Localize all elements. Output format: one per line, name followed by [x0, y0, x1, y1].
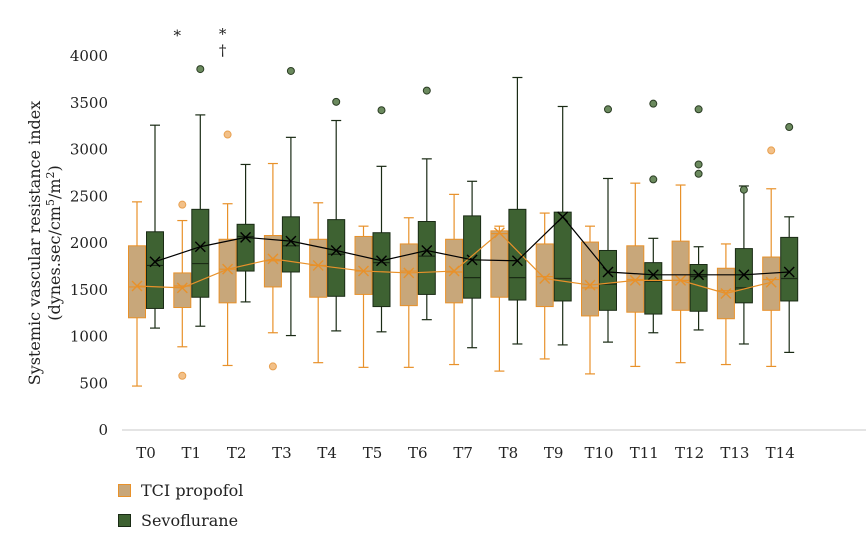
- box-sevoflurane-t7: [463, 215, 482, 299]
- outlier-sevoflurane-t12-0: [694, 105, 703, 114]
- outlier-sevoflurane-t12-1: [694, 160, 703, 169]
- box-tci-propofol-t2: [218, 238, 237, 304]
- box-tci-propofol-t4: [309, 238, 328, 298]
- y-axis-label-line2: (dynes.sec/cm5/m2): [44, 165, 65, 321]
- box-sevoflurane-t9: [553, 211, 572, 302]
- legend-label-tci-propofol: TCI propofol: [141, 481, 244, 500]
- legend-item-sevoflurane: Sevoflurane: [118, 511, 238, 530]
- mean-lines: [136, 215, 790, 295]
- box-tci-propofol-t1: [173, 272, 192, 309]
- outlier-sevoflurane-t13-0: [739, 185, 748, 194]
- x-tick-label-t8: T8: [499, 444, 519, 462]
- y-axis-label: Systemic vascular resistance index (dyne…: [25, 101, 64, 386]
- box-sevoflurane-t6: [417, 220, 436, 295]
- outlier-sevoflurane-t1-0: [196, 65, 205, 74]
- outlier-sevoflurane-t11-0: [649, 99, 658, 108]
- x-tick-label-t6: T6: [408, 444, 428, 462]
- annotation-t1-0: *: [174, 27, 182, 45]
- x-tick-label-t12: T12: [675, 444, 704, 462]
- outlier-sevoflurane-t5-0: [377, 106, 386, 115]
- box-sevoflurane-t5: [372, 232, 391, 308]
- x-tick-label-t0: T0: [136, 444, 156, 462]
- y-tick-label-2500: 2500: [70, 187, 108, 205]
- y-tick-label-500: 500: [79, 374, 108, 392]
- legend-label-sevoflurane: Sevoflurane: [141, 511, 239, 530]
- mean-line-sevoflurane: [154, 215, 790, 276]
- x-tick-label-t7: T7: [453, 444, 473, 462]
- box-sevoflurane-t10: [599, 249, 617, 311]
- outlier-tci-propofol-t2-0: [223, 130, 232, 139]
- x-tick-labels: T0 T1 T2 T3 T4 T5 T6 T7 T8 T9 T10 T11 T12 T13 T14: [136, 444, 795, 462]
- y-tick-label-1500: 1500: [70, 281, 108, 299]
- outlier-sevoflurane-t14-0: [785, 123, 794, 132]
- y-tick-label-0: 0: [98, 421, 108, 439]
- outlier-tci-propofol-t1-1: [178, 371, 187, 380]
- box-tci-propofol-t6: [399, 243, 418, 307]
- y-tick-label-3500: 3500: [70, 94, 108, 112]
- box-tci-propofol-t8: [490, 230, 509, 298]
- x-tick-label-t4: T4: [317, 444, 337, 462]
- mean-line-tci-propofol: [136, 231, 772, 295]
- y-tick-label-2000: 2000: [70, 234, 108, 252]
- box-tci-propofol-t0: [128, 245, 146, 319]
- annotations: * *†: [174, 25, 227, 60]
- outlier-tci-propofol-t14-0: [767, 146, 776, 155]
- x-tick-label-t11: T11: [630, 444, 659, 462]
- box-sevoflurane-t0: [146, 231, 164, 309]
- x-tick-label-t10: T10: [584, 444, 613, 462]
- outlier-sevoflurane-t3-0: [286, 66, 295, 75]
- annotation-t2-1: *: [219, 25, 227, 43]
- outlier-sevoflurane-t10-0: [604, 105, 612, 114]
- box-tci-propofol-t9: [535, 243, 554, 308]
- boxes: [128, 65, 799, 387]
- outlier-sevoflurane-t4-0: [332, 97, 341, 106]
- box-tci-propofol-t14: [762, 256, 781, 311]
- box-sevoflurane-t11: [644, 262, 663, 315]
- box-tci-propofol-t10: [581, 241, 599, 317]
- outlier-tci-propofol-t1-0: [178, 200, 187, 209]
- y-tick-label-1000: 1000: [70, 328, 108, 346]
- y-tick-labels: 0 500 1000 1500 2000 2500 3000 3500 4000: [70, 47, 108, 439]
- box-sevoflurane-t14: [780, 236, 799, 302]
- x-tick-label-t9: T9: [544, 444, 564, 462]
- outlier-sevoflurane-t12-2: [694, 169, 703, 178]
- legend-item-tci-propofol: TCI propofol: [118, 481, 243, 500]
- annotation-t2-2: †: [219, 42, 227, 60]
- outlier-sevoflurane-t11-1: [649, 175, 658, 184]
- x-tick-label-t3: T3: [272, 444, 292, 462]
- x-tick-label-t2: T2: [227, 444, 247, 462]
- outlier-sevoflurane-t6-0: [422, 86, 431, 95]
- box-sevoflurane-t3: [281, 216, 300, 273]
- x-tick-label-t5: T5: [363, 444, 383, 462]
- box-sevoflurane-t1: [191, 208, 210, 298]
- legend-swatch-sevoflurane: [118, 514, 131, 527]
- y-tick-label-3000: 3000: [70, 141, 108, 159]
- box-sevoflurane-t4: [327, 219, 346, 297]
- y-axis-label-line1: Systemic vascular resistance index: [25, 101, 44, 386]
- x-tick-label-t13: T13: [720, 444, 749, 462]
- outlier-tci-propofol-t3-0: [268, 362, 277, 371]
- box-tci-propofol-t12: [671, 240, 690, 311]
- x-tick-label-t1: T1: [182, 444, 202, 462]
- x-tick-label-t14: T14: [766, 444, 795, 462]
- box-tci-propofol-t5: [354, 235, 373, 295]
- y-tick-label-4000: 4000: [70, 47, 108, 65]
- legend-swatch-tci-propofol: [118, 484, 131, 497]
